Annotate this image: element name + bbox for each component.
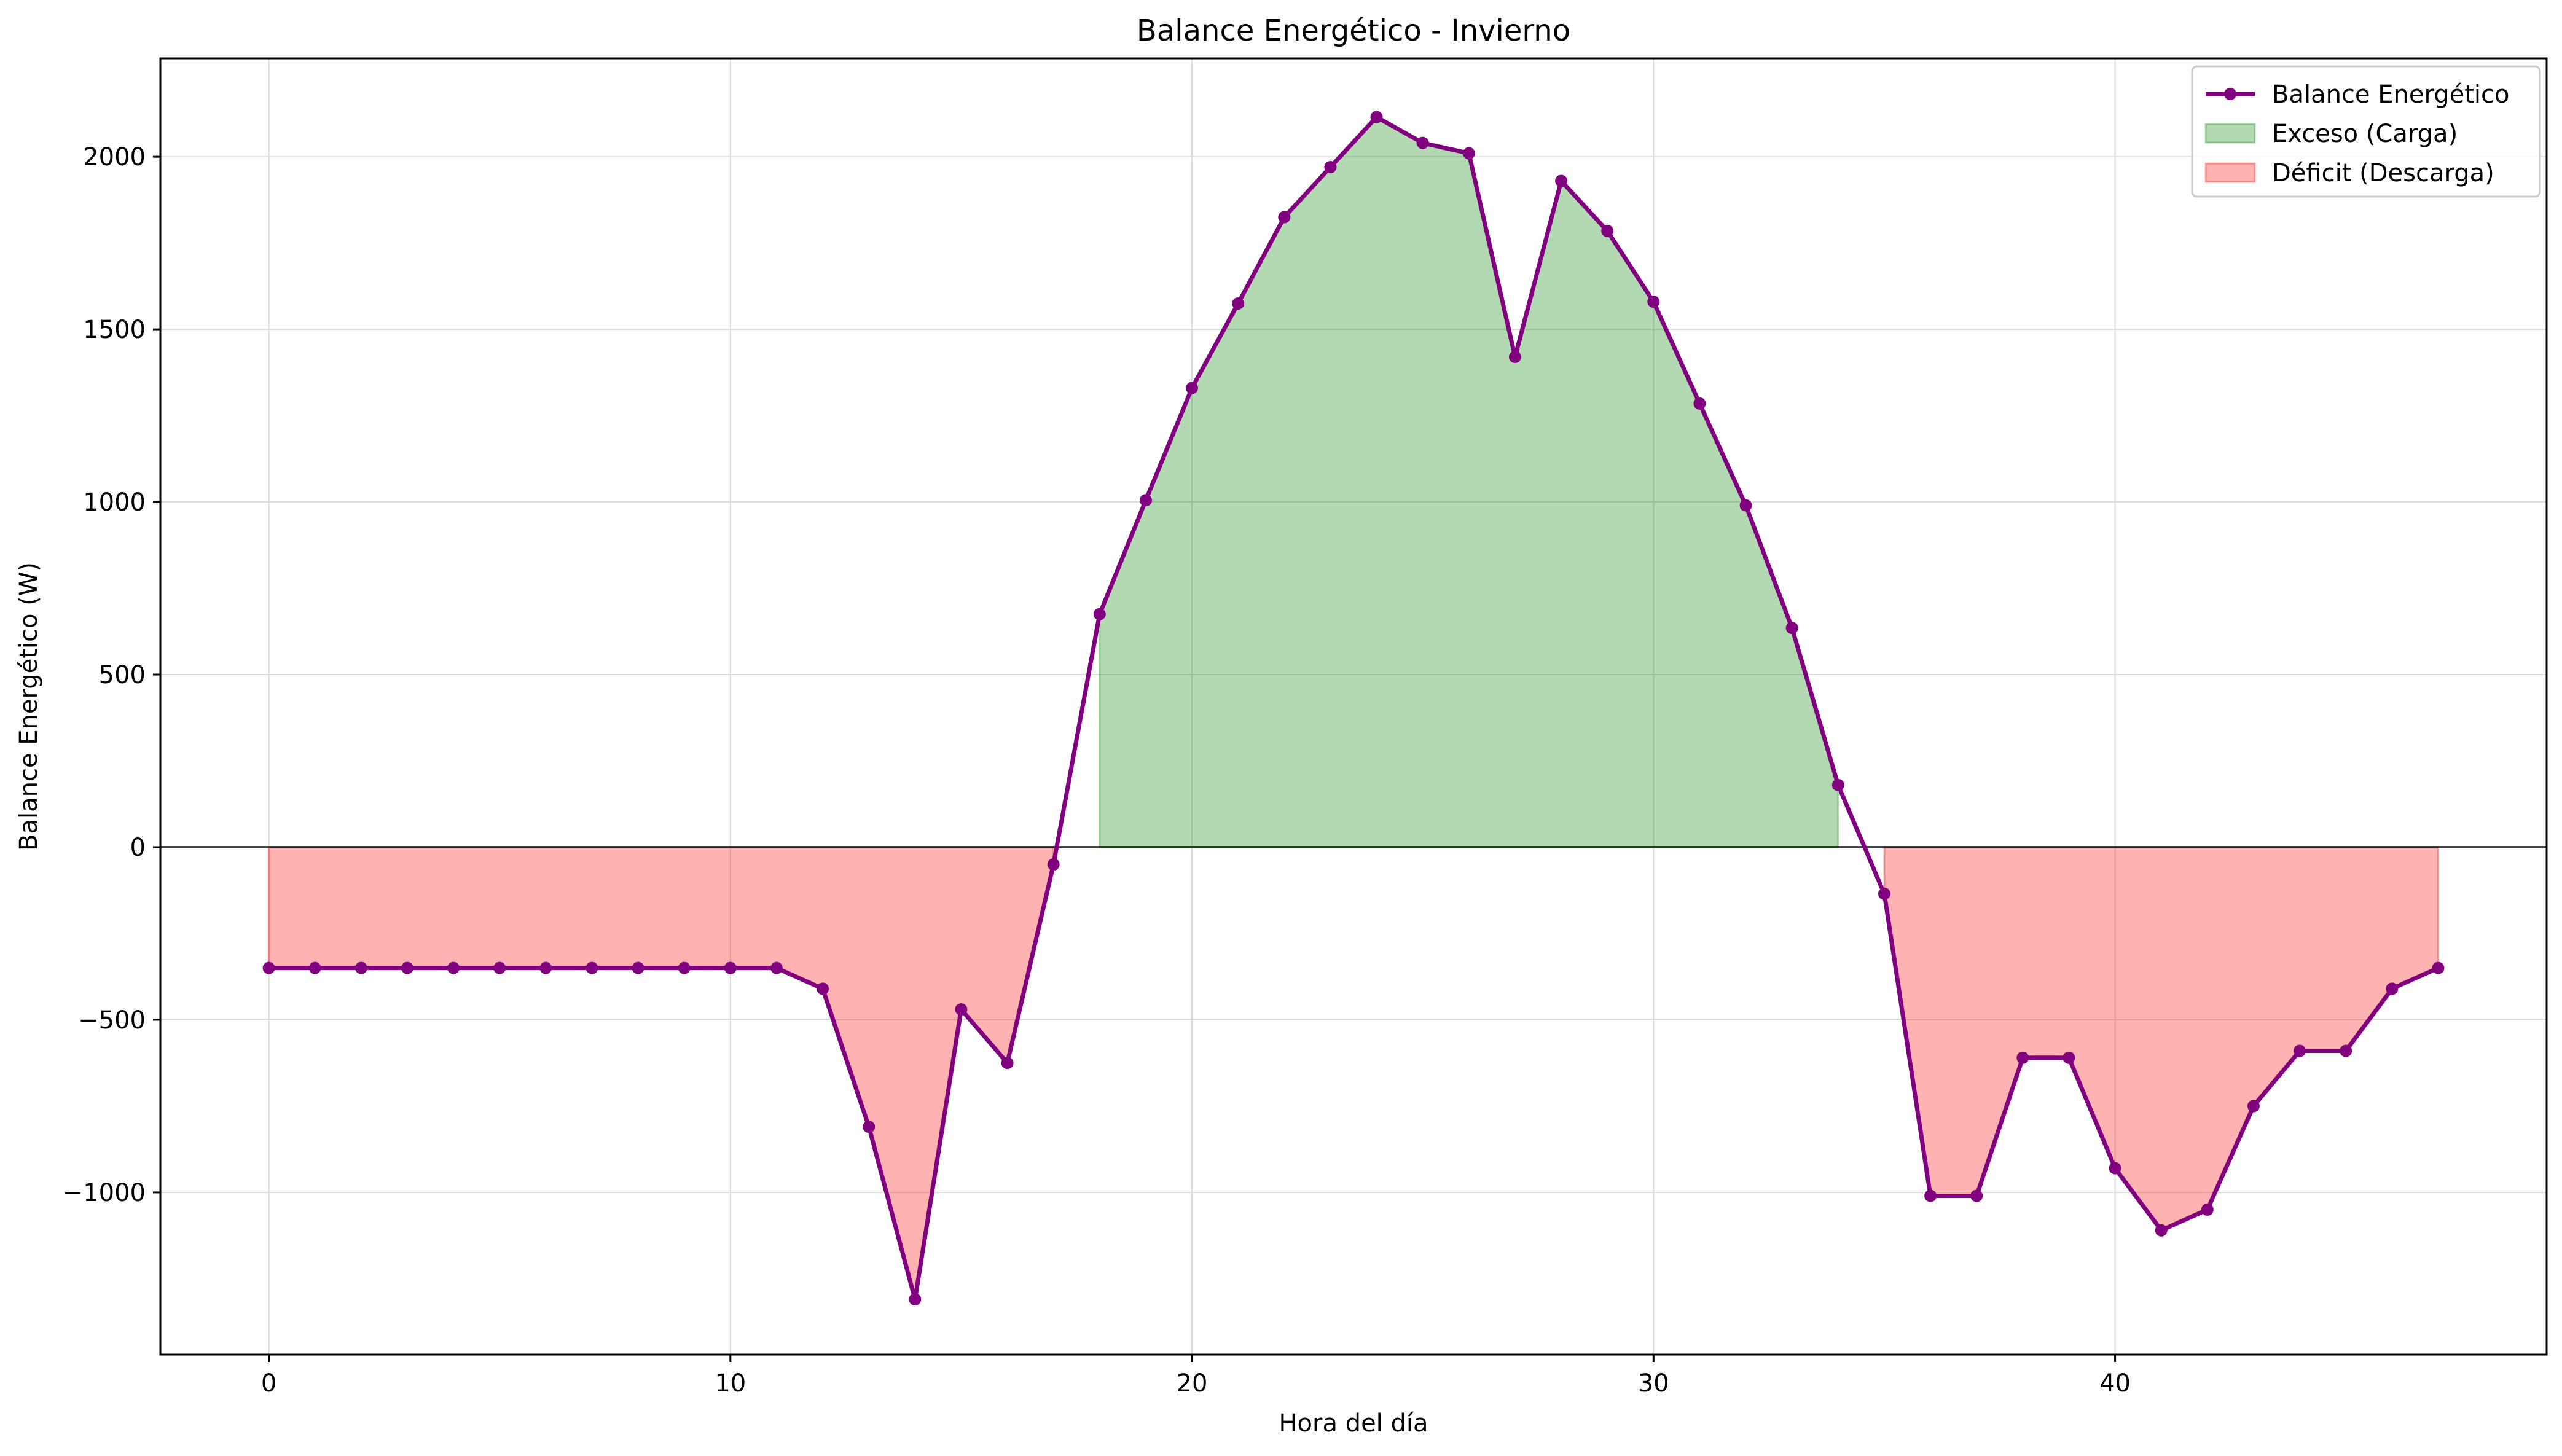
legend-patch-swatch bbox=[2204, 123, 2256, 144]
balance-data-point bbox=[1693, 397, 1706, 410]
balance-data-point bbox=[817, 982, 829, 995]
balance-data-point bbox=[308, 961, 321, 974]
balance-data-point bbox=[2294, 1044, 2306, 1057]
balance-data-point bbox=[1924, 1189, 1937, 1202]
ticks-layer: 0 10 20 30 40 −1000 −500 0 500 1000 1500 2000 bbox=[63, 143, 2131, 1398]
axes-layer bbox=[159, 57, 2548, 1356]
legend-item-deficit: Déficit (Descarga) bbox=[2204, 159, 2494, 187]
balance-data-point bbox=[1324, 161, 1337, 174]
legend-item-excess: Exceso (Carga) bbox=[2204, 120, 2458, 148]
balance-data-point bbox=[1232, 297, 1245, 310]
balance-data-point bbox=[2386, 982, 2399, 995]
y-tick-label: 0 bbox=[130, 834, 146, 862]
balance-data-point bbox=[2155, 1224, 2168, 1237]
balance-data-point bbox=[955, 1003, 968, 1016]
grid-layer bbox=[160, 58, 2547, 1355]
deficit-fill-area bbox=[268, 846, 1055, 1300]
balance-data-point bbox=[1785, 622, 1798, 635]
y-tick-label: 1500 bbox=[83, 316, 146, 344]
balance-data-point bbox=[1878, 887, 1890, 900]
balance-data-point bbox=[1093, 608, 1106, 620]
legend-patch-swatch bbox=[2204, 162, 2256, 183]
balance-data-point bbox=[401, 961, 413, 974]
balance-data-point bbox=[2201, 1203, 2214, 1216]
balance-data-point bbox=[1508, 351, 1521, 364]
balance-data-point bbox=[1139, 494, 1152, 507]
balance-data-point bbox=[2063, 1051, 2075, 1064]
y-axis-title: Balance Energético (W) bbox=[15, 562, 43, 851]
balance-data-point bbox=[724, 961, 737, 974]
legend-item-balance: Balance Energético bbox=[2206, 80, 2509, 109]
balance-data-point bbox=[2247, 1100, 2260, 1113]
balance-data-point bbox=[1601, 224, 1614, 237]
balance-data-point bbox=[678, 961, 691, 974]
legend-label: Balance Energético bbox=[2272, 80, 2509, 109]
balance-data-point bbox=[2340, 1044, 2352, 1057]
balance-data-point bbox=[1186, 382, 1199, 394]
x-axis-title: Hora del día bbox=[1279, 1409, 1428, 1438]
balance-data-point bbox=[1001, 1057, 1014, 1070]
balance-data-point bbox=[1047, 858, 1060, 871]
balance-data-point bbox=[2432, 961, 2445, 974]
balance-data-point bbox=[863, 1121, 876, 1133]
balance-data-point bbox=[2109, 1162, 2121, 1175]
balance-data-point bbox=[632, 961, 644, 974]
balance-data-point bbox=[1647, 296, 1660, 308]
balance-data-point bbox=[1831, 778, 1844, 791]
y-tick-label: 1000 bbox=[83, 488, 146, 517]
excess-fill-area bbox=[1099, 115, 1839, 848]
series-layer bbox=[262, 111, 2445, 1306]
plot-frame bbox=[159, 57, 2548, 1356]
balance-data-point bbox=[909, 1293, 922, 1306]
balance-series-line bbox=[268, 115, 2439, 1302]
balance-data-point bbox=[447, 961, 460, 974]
balance-data-point bbox=[770, 961, 783, 974]
y-tick-label: 2000 bbox=[83, 143, 146, 171]
balance-data-point bbox=[1555, 174, 1568, 187]
legend-label: Déficit (Descarga) bbox=[2272, 159, 2494, 187]
balance-data-point bbox=[493, 961, 506, 974]
balance-data-point bbox=[1462, 147, 1475, 160]
legend-label: Exceso (Carga) bbox=[2272, 120, 2458, 148]
legend: Balance Energético Exceso (Carga) Déficit … bbox=[2191, 65, 2541, 198]
x-tick-label: 10 bbox=[715, 1369, 746, 1398]
y-tick-label: −1000 bbox=[63, 1179, 146, 1207]
x-tick-label: 20 bbox=[1177, 1369, 1208, 1398]
chart-title: Balance Energético - Invierno bbox=[1137, 14, 1570, 48]
balance-data-point bbox=[539, 961, 552, 974]
balance-data-point bbox=[1278, 211, 1291, 224]
fill-layer bbox=[268, 115, 2439, 1300]
balance-data-point bbox=[262, 961, 275, 974]
legend-box bbox=[2191, 65, 2541, 198]
balance-data-point bbox=[1370, 111, 1383, 123]
balance-data-point bbox=[2016, 1051, 2029, 1064]
y-tick-label: 500 bbox=[99, 661, 146, 689]
balance-data-point bbox=[355, 961, 367, 974]
x-tick-label: 0 bbox=[261, 1369, 276, 1398]
balance-data-point bbox=[1739, 499, 1752, 512]
balance-data-point bbox=[586, 961, 598, 974]
y-tick-label: −500 bbox=[78, 1006, 146, 1035]
x-tick-label: 40 bbox=[2099, 1369, 2131, 1398]
x-tick-label: 30 bbox=[1638, 1369, 1669, 1398]
balance-data-point bbox=[1970, 1189, 1983, 1202]
balance-data-point bbox=[1416, 136, 1429, 149]
legend-marker-swatch bbox=[2224, 88, 2236, 100]
